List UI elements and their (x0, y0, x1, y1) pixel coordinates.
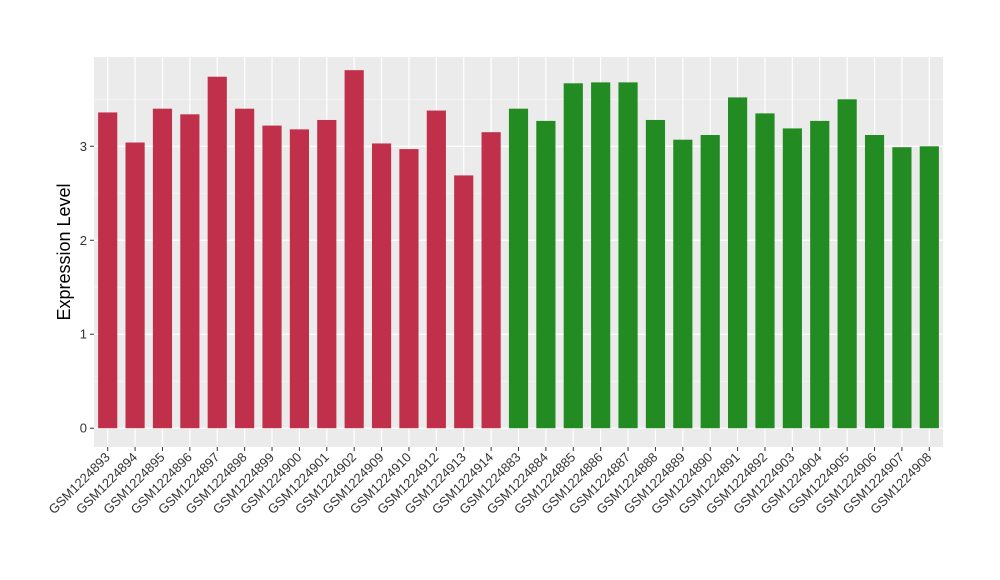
bar-GSM1224899 (262, 125, 282, 429)
bar-GSM1224883 (508, 108, 529, 429)
bar-GSM1224905 (837, 99, 857, 429)
bar-GSM1224891 (728, 97, 748, 429)
y-axis-title: Expression Level (54, 183, 74, 320)
bar-GSM1224914 (481, 132, 501, 429)
bar-GSM1224890 (700, 135, 720, 429)
y-tick-label: 0 (80, 421, 87, 436)
bar-GSM1224903 (782, 128, 802, 429)
y-tick-label: 2 (80, 233, 87, 248)
y-tick-label: 1 (80, 327, 87, 342)
bar-GSM1224897 (207, 76, 227, 429)
bar-GSM1224894 (125, 142, 145, 429)
bar-GSM1224906 (864, 135, 885, 429)
bar-GSM1224884 (536, 120, 556, 429)
bar-GSM1224888 (645, 119, 666, 429)
bar-GSM1224904 (810, 120, 830, 429)
bar-GSM1224885 (563, 83, 583, 429)
y-axis: 0 1 2 3 (80, 139, 94, 436)
bar-GSM1224912 (426, 110, 446, 429)
y-tick-label: 3 (80, 139, 87, 154)
bar-GSM1224898 (235, 108, 255, 429)
bar-GSM1224913 (454, 175, 474, 429)
bar-GSM1224901 (317, 119, 337, 429)
bar-GSM1224893 (98, 112, 118, 429)
bar-GSM1224907 (892, 147, 912, 429)
x-axis: GSM1224893GSM1224894GSM1224895GSM1224896… (45, 447, 934, 517)
bar-GSM1224896 (180, 114, 200, 429)
bar-GSM1224895 (152, 108, 173, 429)
bar-GSM1224886 (591, 82, 611, 429)
bar-GSM1224910 (399, 149, 419, 429)
bars (98, 70, 939, 429)
bar-GSM1224909 (371, 143, 392, 429)
bar-GSM1224887 (618, 82, 638, 429)
bar-GSM1224900 (289, 129, 309, 429)
bar-GSM1224902 (344, 70, 364, 429)
bar-GSM1224908 (919, 146, 939, 429)
bar-GSM1224889 (673, 139, 693, 429)
bar-GSM1224892 (755, 113, 775, 429)
